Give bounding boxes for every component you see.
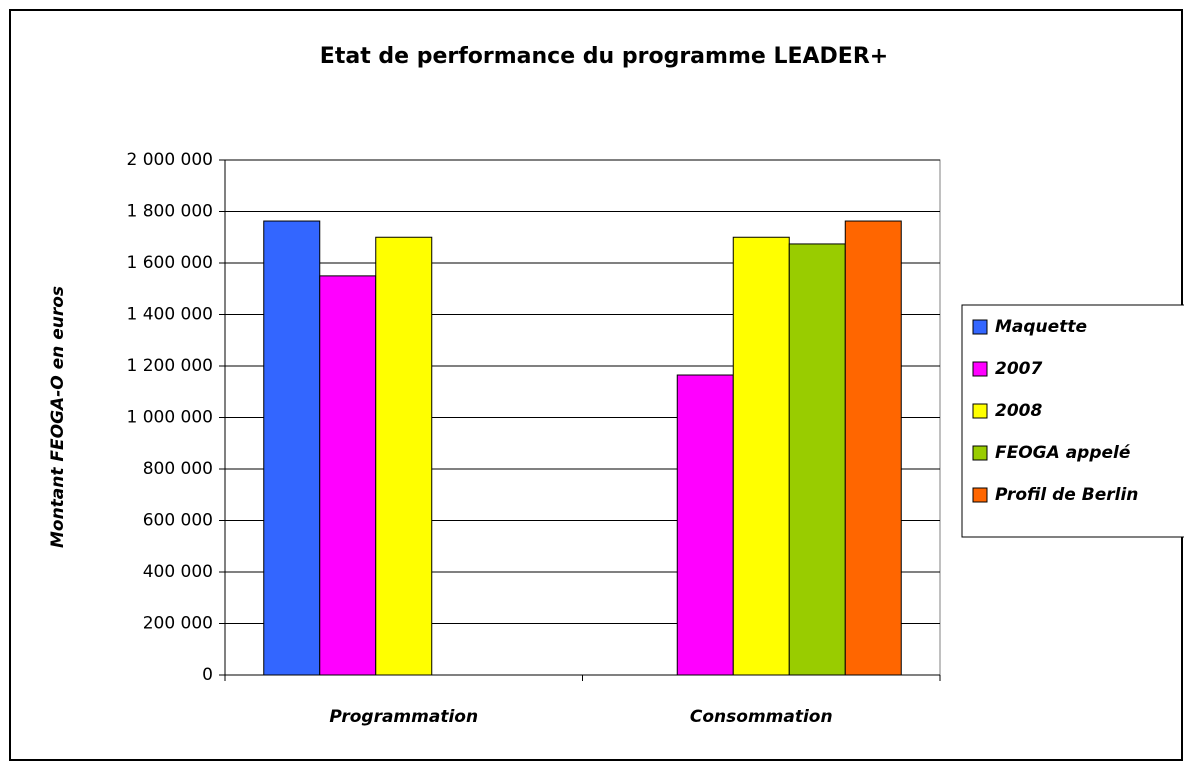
- legend-label: Profil de Berlin: [995, 485, 1138, 505]
- y-tick-label: 600 000: [143, 511, 213, 531]
- bar: [676, 374, 734, 676]
- y-tick-label: 1 600 000: [126, 253, 213, 273]
- y-tick-label: 1 400 000: [126, 305, 213, 325]
- bar: [375, 236, 433, 676]
- y-tick-label: 1 200 000: [126, 356, 213, 376]
- bar: [263, 220, 321, 676]
- legend-label: Maquette: [995, 317, 1087, 337]
- x-tick-label: Consommation: [690, 707, 833, 727]
- chart-title: Etat de performance du programme LEADER+: [320, 44, 888, 69]
- legend-box: [961, 304, 1184, 538]
- legend-swatch: [972, 361, 988, 377]
- bar: [319, 275, 377, 676]
- legend-label: 2008: [995, 401, 1042, 421]
- bar: [844, 220, 902, 676]
- x-tick-label: Programmation: [329, 707, 478, 727]
- y-tick-label: 1 800 000: [126, 202, 213, 222]
- legend-swatch: [972, 445, 988, 461]
- legend-swatch: [972, 403, 988, 419]
- legend-label: 2007: [995, 359, 1042, 379]
- y-tick-label: 2 000 000: [126, 150, 213, 170]
- bar: [788, 243, 846, 676]
- y-tick-label: 800 000: [143, 459, 213, 479]
- bar: [732, 236, 790, 676]
- y-tick-label: 0: [202, 665, 213, 685]
- y-axis-title: Montant FEOGA-O en euros: [48, 286, 68, 548]
- legend-swatch: [972, 487, 988, 503]
- legend-label: FEOGA appelé: [995, 443, 1131, 463]
- y-tick-label: 1 000 000: [126, 408, 213, 428]
- y-tick-label: 400 000: [143, 562, 213, 582]
- y-tick-label: 200 000: [143, 614, 213, 634]
- legend-swatch: [972, 319, 988, 335]
